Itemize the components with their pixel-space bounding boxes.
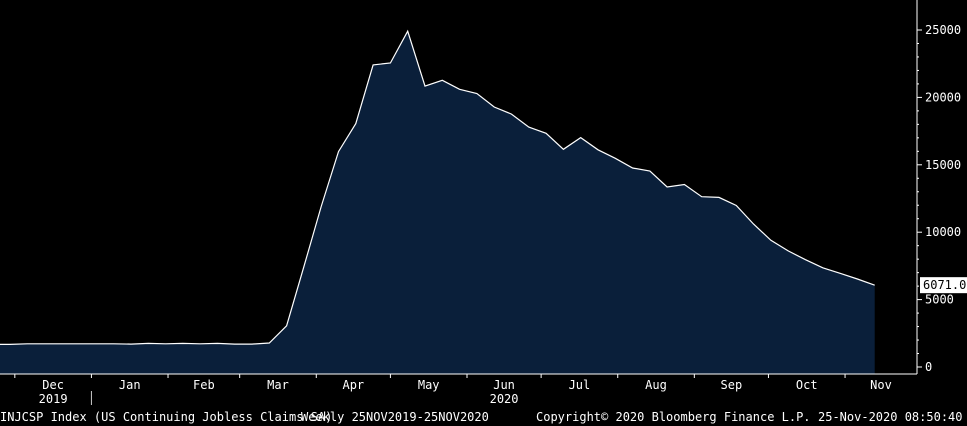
last-value-label: 6071.0 — [923, 278, 966, 292]
x-month-label: Aug — [645, 378, 667, 392]
y-tick-label: 25000 — [925, 23, 961, 37]
timestamp-label: 25-Nov-2020 08:50:40 — [818, 410, 963, 424]
x-year-label: 2020 — [490, 392, 519, 406]
x-year-label: 2019 — [39, 392, 68, 406]
y-tick-label: 0 — [925, 360, 932, 374]
x-month-label: Apr — [342, 378, 364, 392]
y-tick-label: 5000 — [925, 293, 954, 307]
x-month-label: Jun — [493, 378, 515, 392]
y-tick-label: 20000 — [925, 90, 961, 104]
jobless-claims-chart: 0 5000 10000 15000 20000 25000 6071.0 Dec Jan Feb… — [0, 0, 967, 406]
x-month-label: Oct — [796, 378, 818, 392]
x-month-label: Sep — [721, 378, 743, 392]
period-label: Weekly 25NOV2019-25NOV2020 — [301, 410, 489, 424]
x-month-label: Dec — [42, 378, 64, 392]
x-month-label: Mar — [267, 378, 289, 392]
last-value-box — [920, 277, 967, 294]
series-line — [0, 29, 875, 345]
area-fill — [0, 31, 875, 374]
x-month-label: Jul — [569, 378, 591, 392]
x-month-label: Feb — [193, 378, 215, 392]
security-description: INJCSP Index (US Continuing Jobless Clai… — [0, 410, 333, 424]
x-month-label: Jan — [119, 378, 141, 392]
x-month-label: May — [418, 378, 440, 392]
copyright-label: Copyright© 2020 Bloomberg Finance L.P. — [536, 410, 811, 424]
y-tick-label: 10000 — [925, 225, 961, 239]
y-tick-label: 15000 — [925, 158, 961, 172]
x-month-label: Nov — [870, 378, 892, 392]
